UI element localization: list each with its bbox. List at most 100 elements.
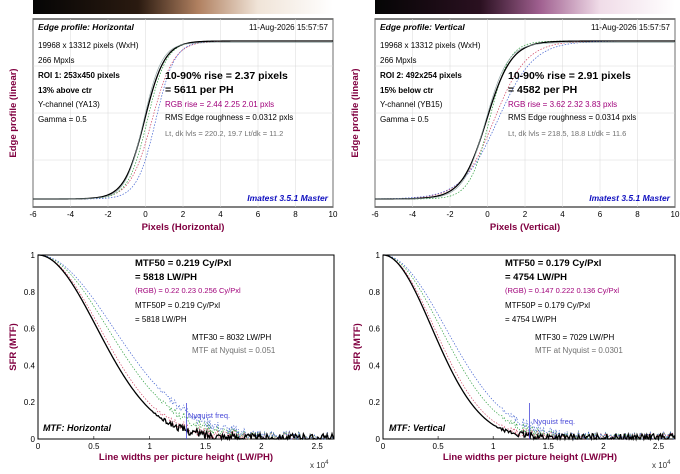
- panel-date: 11-Aug-2026 15:57:57: [591, 23, 671, 32]
- x-tick-label: 4: [218, 210, 223, 219]
- mtf-curves: [37, 254, 335, 442]
- y-tick-label: 0.2: [369, 398, 381, 407]
- x-tick-labels: 0 0.5 1 1.5 2 2.5: [36, 436, 324, 451]
- luminance-mtf: [382, 254, 676, 442]
- x-tick-label: 1.5: [543, 442, 555, 451]
- x-tick-label: 0: [485, 210, 490, 219]
- x-axis-label: Line widths per picture height (LW/PH): [99, 452, 273, 463]
- blue-mtf: [37, 254, 334, 441]
- rise-value: 10-90% rise = 2.37 pixels: [165, 70, 288, 82]
- mtf50: MTF50 = 0.219 Cy/Pxl: [135, 258, 231, 269]
- green-edge: [375, 40, 675, 200]
- y-tick-labels: 0 0.2 0.4 0.6 0.8 1: [24, 251, 36, 444]
- gamma: Gamma = 0.5: [380, 115, 429, 124]
- mtf50-rgb: (RGB) = 0.22 0.23 0.256 Cy/Pxl: [135, 286, 241, 295]
- smoothed-edge: [33, 42, 333, 200]
- y-axis-label: SFR (MTF): [352, 323, 363, 371]
- x-tick-label: -4: [409, 210, 417, 219]
- blue-mtf: [382, 254, 675, 441]
- x-tick-label: 0: [381, 442, 386, 451]
- edge-curves: [33, 40, 333, 200]
- green-mtf: [37, 254, 334, 441]
- x-tick-label: 1: [491, 442, 496, 451]
- channel: Y-channel (YB15): [380, 100, 443, 109]
- mtf30: MTF30 = 7029 LW/PH: [535, 333, 614, 342]
- mtf-vertical-panel: 0 0.2 0.4 0.6 0.8 1 0 0.5 1 1.5 2 2.5 MTF50 = 0.17…: [352, 251, 676, 470]
- gamma: Gamma = 0.5: [38, 115, 87, 124]
- y-tick-label: 0: [31, 435, 36, 444]
- mtf50p: MTF50P = 0.219 Cy/Pxl: [135, 301, 220, 310]
- x-axis-label: Pixels (Horizontal): [142, 222, 225, 233]
- x-tick-label: -2: [104, 210, 112, 219]
- panel-title: Edge profile: Vertical: [380, 22, 465, 32]
- roi: ROI 1: 253x450 pixels: [38, 71, 120, 80]
- rise-per-ph: = 5611 per PH: [165, 84, 234, 96]
- mtf50-lwph: = 4754 LW/PH: [505, 272, 567, 283]
- red-mtf: [382, 254, 675, 441]
- x-axis-label: Pixels (Vertical): [490, 222, 560, 233]
- x-tick-label: -4: [67, 210, 75, 219]
- rms-edge-roughness: RMS Edge roughness = 0.0312 pxls: [165, 113, 293, 122]
- x-tick-label: -6: [371, 210, 379, 219]
- mtf-at-nyquist: MTF at Nyquist = 0.051: [192, 346, 276, 355]
- edge-profile-vertical-panel: Edge profile: Vertical 11-Aug-2026 15:57…: [350, 18, 680, 233]
- mtf30: MTF30 = 8032 LW/PH: [192, 333, 271, 342]
- rgb-rise: RGB rise = 3.62 2.32 3.83 pxls: [508, 100, 617, 109]
- y-tick-label: 0: [376, 435, 381, 444]
- y-tick-labels: 0 0.2 0.4 0.6 0.8 1: [369, 251, 381, 444]
- x-tick-label: 10: [671, 210, 680, 219]
- plot-frame: [37, 254, 335, 440]
- x-tick-label: 2: [601, 442, 606, 451]
- x-tick-label: 2: [259, 442, 264, 451]
- nyquist-label: Nyquist freq.: [533, 417, 575, 426]
- grid: [374, 19, 676, 207]
- y-tick-label: 0.8: [369, 288, 381, 297]
- x-tick-label: 0.5: [88, 442, 100, 451]
- x-tick-labels: -6 -4 -2 0 2 4 6 8 10: [29, 210, 338, 219]
- nyquist-label: Nyquist freq.: [188, 411, 230, 420]
- mtf-horizontal-panel: 0 0.2 0.4 0.6 0.8 1 0 0.5 1 1.5 2 2.5 MTF50 = 0.21…: [8, 251, 335, 470]
- x-tick-label: 0.5: [433, 442, 445, 451]
- x-tick-label: 10: [329, 210, 338, 219]
- edge-image-strip-left: [33, 0, 333, 14]
- panel-caption: MTF: Vertical: [389, 423, 446, 433]
- y-tick-label: 0.2: [24, 398, 36, 407]
- x-axis-exponent: x 104: [310, 460, 329, 470]
- mtf50: MTF50 = 0.179 Cy/Pxl: [505, 258, 601, 269]
- smoothed-edge: [375, 42, 675, 200]
- mtf50-lwph: = 5818 LW/PH: [135, 272, 197, 283]
- edge-profile-horizontal-panel: Edge profile: Horizontal 11-Aug-2026 15:…: [8, 18, 338, 233]
- x-tick-label: 2: [523, 210, 528, 219]
- y-tick-label: 1: [376, 251, 381, 260]
- y-tick-label: 0.6: [24, 325, 36, 334]
- x-tick-label: 6: [256, 210, 261, 219]
- rgb-rise: RGB rise = 2.44 2.25 2.01 pxls: [165, 100, 274, 109]
- imatest-version: Imatest 3.5.1 Master: [247, 193, 328, 203]
- x-tick-label: 8: [635, 210, 640, 219]
- x-tick-label: 2.5: [653, 442, 665, 451]
- panel-date: 11-Aug-2026 15:57:57: [249, 23, 329, 32]
- mtf50p-lwph: = 4754 LW/PH: [505, 315, 557, 324]
- channel: Y-channel (YA13): [38, 100, 100, 109]
- roi: ROI 2: 492x254 pixels: [380, 71, 462, 80]
- x-tick-label: 6: [598, 210, 603, 219]
- x-tick-labels: -6 -4 -2 0 2 4 6 8 10: [371, 210, 680, 219]
- x-tick-label: 4: [560, 210, 565, 219]
- panel-caption: MTF: Horizontal: [43, 423, 111, 433]
- x-axis-label: Line widths per picture height (LW/PH): [443, 452, 617, 463]
- y-axis-label: SFR (MTF): [8, 323, 19, 371]
- x-tick-label: -6: [29, 210, 37, 219]
- x-tick-label: 2: [181, 210, 186, 219]
- x-tick-label: 8: [293, 210, 298, 219]
- mpxls: 266 Mpxls: [38, 56, 74, 65]
- x-tick-label: 2.5: [312, 442, 324, 451]
- y-tick-label: 0.4: [24, 361, 36, 370]
- x-tick-labels: 0 0.5 1 1.5 2 2.5: [381, 436, 665, 451]
- mtf-curves: [382, 254, 676, 442]
- grid: [32, 19, 334, 207]
- roi-position: 15% below ctr: [380, 86, 433, 95]
- rise-per-ph: = 4582 per PH: [508, 84, 577, 96]
- image-size: 19968 x 13312 pixels (WxH): [38, 41, 139, 50]
- mtf50p: MTF50P = 0.179 Cy/Pxl: [505, 301, 590, 310]
